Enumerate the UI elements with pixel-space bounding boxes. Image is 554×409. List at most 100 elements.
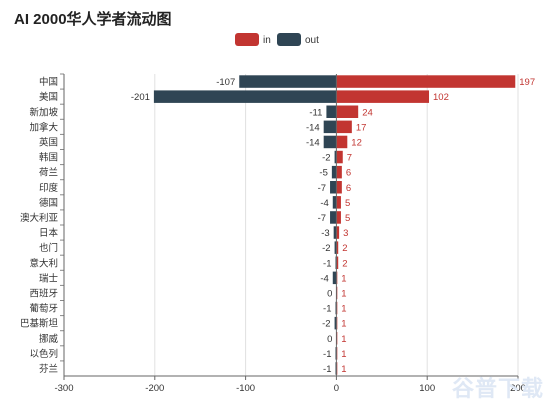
value-label-in: 6 xyxy=(346,168,351,179)
value-label-out: -1 xyxy=(323,349,331,360)
value-label-out: -4 xyxy=(320,198,328,209)
value-label-out: -1 xyxy=(323,258,331,269)
bar-out xyxy=(153,90,337,103)
legend-label-in: in xyxy=(263,35,271,46)
category-label: 德国 xyxy=(39,197,58,209)
chart-title: AI 2000华人学者流动图 xyxy=(14,11,172,28)
category-label: 挪威 xyxy=(39,333,59,345)
value-label-in: 6 xyxy=(346,183,351,194)
category-label: 葡萄牙 xyxy=(29,303,58,315)
x-tick-label: 100 xyxy=(419,383,435,394)
category-label: 也门 xyxy=(39,242,58,254)
value-label-in: 12 xyxy=(351,137,362,148)
bar-in xyxy=(336,150,343,164)
value-label-out: -107 xyxy=(216,77,235,88)
category-label: 英国 xyxy=(39,136,58,148)
value-label-in: 2 xyxy=(342,258,347,269)
value-label-in: 1 xyxy=(341,304,346,315)
value-label-in: 1 xyxy=(341,319,346,330)
x-tick-label: -300 xyxy=(54,383,73,394)
category-label: 芬兰 xyxy=(39,363,58,375)
category-label: 荷兰 xyxy=(39,167,58,179)
bar-out xyxy=(239,75,337,88)
bar-in xyxy=(336,241,339,254)
value-label-in: 1 xyxy=(341,349,346,360)
x-tick-label: 200 xyxy=(510,383,526,394)
value-label-out: -5 xyxy=(319,168,327,179)
value-label-out: -7 xyxy=(318,183,326,194)
value-label-in: 24 xyxy=(362,107,373,118)
bar-in xyxy=(336,256,339,269)
value-label-in: 5 xyxy=(345,213,350,224)
value-label-out: -11 xyxy=(309,107,322,118)
bar-in xyxy=(336,165,342,179)
value-label-in: 1 xyxy=(341,288,346,299)
bar-out xyxy=(334,316,337,330)
value-label-in: 5 xyxy=(345,198,350,209)
value-label-in: 197 xyxy=(519,77,535,88)
value-label-in: 3 xyxy=(343,228,348,239)
value-label-out: 0 xyxy=(327,288,332,299)
category-label: 加拿大 xyxy=(29,121,58,133)
category-label: 巴基斯坦 xyxy=(20,318,59,330)
bar-out xyxy=(332,196,337,209)
bar-out xyxy=(334,150,337,164)
legend-swatch-out xyxy=(277,33,301,46)
category-label: 中国 xyxy=(39,76,58,88)
bar-out xyxy=(326,105,337,118)
bar-out xyxy=(331,165,337,179)
value-label-in: 17 xyxy=(356,122,367,133)
bar-in xyxy=(336,120,352,134)
value-label-in: 102 xyxy=(433,92,449,103)
category-label: 韩国 xyxy=(39,152,58,164)
bar-out xyxy=(332,271,337,285)
category-label: 西班牙 xyxy=(29,287,58,299)
bar-out xyxy=(330,211,337,224)
watermark-logo: 谷普下载 xyxy=(451,376,544,401)
bar-in xyxy=(336,181,342,194)
category-label: 新加坡 xyxy=(29,106,58,118)
category-label: 以色列 xyxy=(29,348,58,360)
value-label-out: -2 xyxy=(322,319,330,330)
bar-in xyxy=(336,196,341,209)
bar-in xyxy=(336,105,359,118)
value-label-in: 1 xyxy=(341,364,346,375)
category-label: 澳大利亚 xyxy=(20,212,59,224)
bar-out xyxy=(333,226,337,239)
category-label: 日本 xyxy=(39,227,59,239)
value-label-out: -1 xyxy=(323,364,331,375)
category-label: 印度 xyxy=(39,182,59,194)
value-label-in: 2 xyxy=(342,243,347,254)
value-label-out: -4 xyxy=(320,273,328,284)
x-tick-label: -200 xyxy=(145,383,164,394)
bar-out xyxy=(330,181,337,194)
category-label: 意大利 xyxy=(29,257,58,269)
x-tick-label: 0 xyxy=(334,383,339,394)
value-label-out: -2 xyxy=(322,153,330,164)
bar-out xyxy=(323,120,337,134)
value-label-out: -2 xyxy=(322,243,330,254)
category-label: 瑞士 xyxy=(39,272,59,284)
bar-in xyxy=(336,226,340,239)
value-label-in: 1 xyxy=(341,273,346,284)
value-label-out: 0 xyxy=(327,334,332,345)
legend-label-out: out xyxy=(305,35,319,46)
x-tick-label: -100 xyxy=(236,383,255,394)
value-label-in: 7 xyxy=(347,153,352,164)
value-label-out: -14 xyxy=(306,122,320,133)
bar-in xyxy=(336,135,348,149)
bar-in xyxy=(336,75,516,88)
value-label-in: 1 xyxy=(341,334,346,345)
value-label-out: -3 xyxy=(321,228,329,239)
bar-out xyxy=(334,241,337,254)
category-label: 美国 xyxy=(39,91,58,103)
value-label-out: -14 xyxy=(306,137,320,148)
value-label-out: -7 xyxy=(318,213,326,224)
value-label-out: -201 xyxy=(131,92,150,103)
bar-in xyxy=(336,90,430,103)
bar-in xyxy=(336,211,341,224)
bar-out xyxy=(323,135,337,149)
value-label-out: -1 xyxy=(323,304,331,315)
legend-swatch-in xyxy=(235,33,259,46)
